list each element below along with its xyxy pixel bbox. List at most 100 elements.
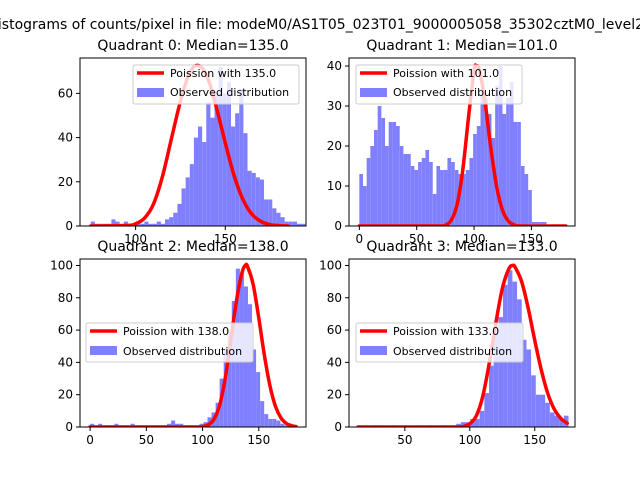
histogram-bar	[256, 372, 261, 427]
histogram-bar	[173, 212, 178, 226]
subplot-title: Quadrant 0: Median=135.0	[97, 38, 288, 54]
histogram-bar	[535, 222, 540, 226]
histogram-bar	[189, 164, 194, 226]
histogram-bar	[268, 199, 273, 226]
legend-curve-label: Poission with 135.0	[170, 67, 276, 80]
histogram-bar	[429, 162, 433, 226]
histogram-bar	[484, 98, 488, 226]
histogram-bar	[460, 422, 466, 427]
legend-hist-swatch	[137, 88, 164, 97]
legend-curve-label: Poission with 101.0	[393, 67, 499, 80]
axis-ticks: 50 100 150 0 20 40 60 80 100	[319, 258, 546, 447]
x-tick-label: 100	[191, 433, 214, 447]
histogram-bar	[284, 425, 289, 427]
axes-border	[79, 258, 307, 428]
histogram-bar	[272, 208, 277, 226]
subplot-quadrant-0: 100 150 0 20 40 60 Quadrant 0: Median=135.0 P…	[58, 38, 307, 246]
histogram-bar	[144, 221, 149, 226]
histogram-bar	[165, 219, 170, 226]
histogram-bar	[268, 418, 273, 427]
axes-frame	[79, 57, 307, 227]
histogram-bar	[491, 138, 496, 226]
legend: Poission with 133.0 Observed distributio…	[355, 322, 524, 363]
legend-hist-swatch	[360, 346, 387, 355]
legend-hist-label: Observed distribution	[123, 345, 242, 358]
histogram-bar	[276, 212, 281, 226]
y-tick-label: 40	[327, 355, 342, 369]
histogram-bar	[272, 418, 277, 427]
histogram-bar	[148, 223, 153, 226]
histogram-bar	[474, 418, 480, 427]
histogram-bar	[247, 304, 253, 427]
histogram-bar	[414, 170, 419, 226]
histogram-bar	[171, 420, 176, 427]
histogram-bar	[363, 186, 367, 226]
histogram-bar	[259, 179, 265, 226]
histogram-bar	[185, 177, 190, 226]
histogram-bar	[160, 223, 166, 226]
y-tick-label: 0	[334, 219, 342, 233]
legend-hist-label: Observed distribution	[393, 345, 512, 358]
y-tick-label: 100	[50, 258, 73, 272]
axes-border	[348, 258, 576, 428]
legend-box	[355, 64, 523, 105]
histogram-bar	[252, 349, 257, 427]
y-tick-label: 30	[327, 99, 342, 113]
legend-hist-label: Observed distribution	[393, 86, 512, 99]
histogram-bar	[559, 418, 564, 427]
histogram-bar	[231, 301, 236, 427]
y-tick-label: 40	[327, 59, 342, 73]
histogram-bar	[388, 122, 393, 226]
histogram-bar	[169, 217, 174, 226]
histogram-bar	[235, 113, 240, 226]
x-tick-label: 150	[520, 232, 543, 246]
y-tick-label: 80	[58, 291, 73, 305]
y-tick-label: 0	[334, 420, 342, 434]
y-tick-label: 60	[58, 323, 73, 337]
histogram-bar	[214, 93, 219, 226]
poisson-curve-group	[356, 263, 569, 427]
histogram-bar	[193, 137, 199, 226]
histogram-bar	[276, 420, 281, 427]
histogram-bar	[554, 415, 560, 427]
histogram-bar	[288, 221, 293, 226]
histogram-bar	[418, 162, 422, 226]
histogram-bar	[140, 223, 145, 226]
histogram-bar	[489, 365, 494, 427]
histogram-bar	[152, 223, 157, 226]
histogram-bar	[487, 114, 492, 226]
histogram-bar	[403, 154, 408, 226]
histogram-bar	[539, 222, 543, 226]
legend-hist-label: Observed distribution	[170, 86, 289, 99]
axes-frame	[348, 57, 576, 227]
histogram-bar	[479, 410, 485, 427]
histogram-bar	[280, 423, 285, 427]
histogram-bar	[260, 401, 265, 427]
histogram-bar	[156, 221, 161, 226]
histogram-bar	[513, 122, 518, 226]
histogram-bar	[280, 217, 285, 226]
histogram-bar	[498, 66, 503, 226]
y-tick-label: 20	[327, 139, 342, 153]
histogram-bar	[301, 223, 306, 226]
histogram-bar	[436, 166, 441, 226]
legend-box	[132, 64, 300, 105]
histogram-bar	[526, 349, 532, 427]
poisson-curve	[356, 263, 569, 427]
legend-box	[85, 322, 254, 363]
histogram-bar	[549, 412, 555, 427]
histogram-bar	[396, 126, 400, 226]
y-tick-label: 60	[58, 86, 73, 100]
histogram-bar	[531, 375, 536, 427]
axis-ticks: 0 50 100 150 0 20 40 60 80 100	[50, 258, 270, 447]
histogram-bar	[520, 166, 525, 226]
histogram-bar	[473, 134, 477, 226]
histogram-bar	[247, 170, 252, 226]
axes-frame	[79, 258, 307, 428]
histogram-bar	[517, 299, 522, 427]
histogram-bar	[484, 393, 490, 427]
y-tick-label: 20	[327, 388, 342, 402]
histogram-bar	[517, 122, 521, 226]
histogram-bar	[177, 203, 182, 226]
